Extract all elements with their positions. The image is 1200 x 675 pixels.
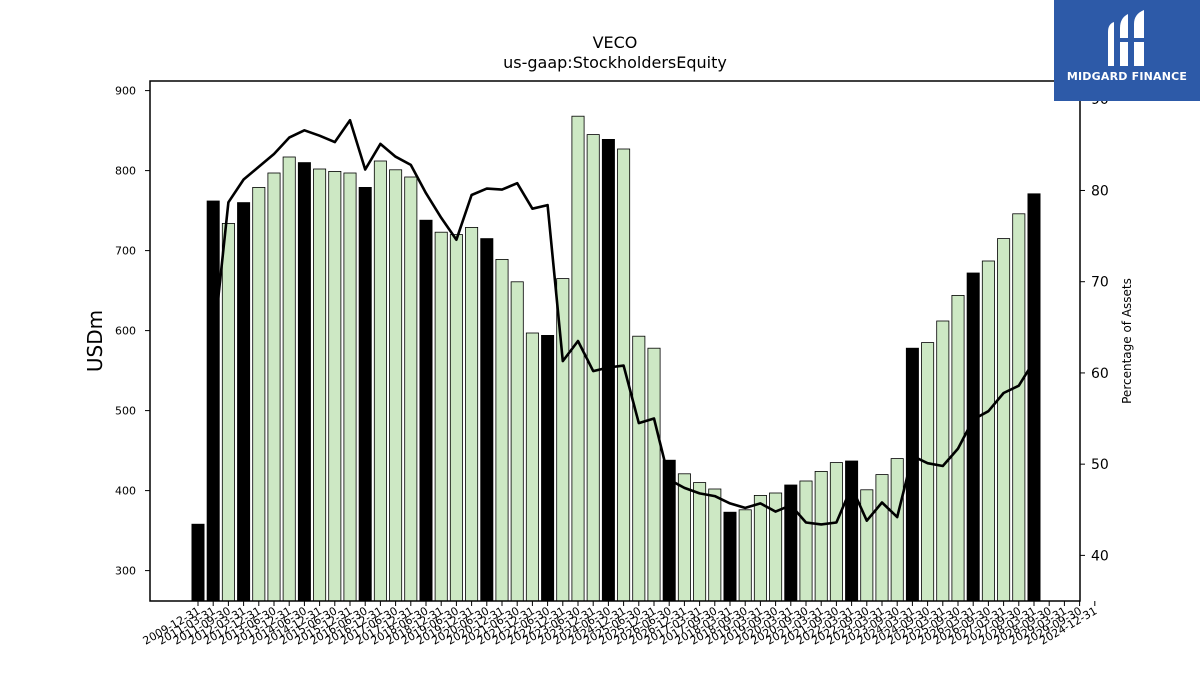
bar: [237, 202, 251, 602]
bar: [267, 172, 281, 602]
bar: [799, 480, 813, 602]
bar: [358, 186, 372, 602]
bar: [845, 460, 859, 602]
bar: [297, 162, 311, 602]
bar: [541, 334, 555, 602]
y-tick-label: 900: [115, 85, 136, 98]
logo-text: MIDGARD FINANCE: [1066, 70, 1188, 83]
y-axis-label: USDm: [83, 310, 107, 372]
equity-pct-line: [211, 118, 1036, 526]
bar: [434, 231, 448, 602]
bar: [465, 226, 479, 602]
bar: [997, 238, 1011, 602]
x-axis: 2009-12-312011-03-312011-09-302012-03-31…: [141, 601, 1099, 648]
bar: [313, 168, 327, 602]
bar: [525, 332, 539, 602]
bar: [1027, 193, 1041, 602]
bar-group: [191, 115, 1041, 602]
y2-tick-label: 70: [1091, 275, 1109, 291]
y-tick-label: 400: [115, 485, 136, 498]
bar: [784, 484, 798, 602]
y-tick-label: 300: [115, 565, 136, 578]
y-tick-label: 500: [115, 405, 136, 418]
bar: [1012, 213, 1026, 602]
bar: [723, 511, 737, 602]
y-tick-label: 600: [115, 325, 136, 338]
bar: [282, 156, 296, 602]
bar: [419, 219, 433, 602]
brand-logo: MIDGARD FINANCE: [1054, 0, 1200, 101]
bar: [693, 482, 707, 602]
chart-subtitle: us-gaap:StockholdersEquity: [503, 53, 727, 72]
bar: [860, 489, 874, 602]
bar: [449, 234, 463, 602]
bar: [510, 281, 524, 602]
bar: [875, 474, 889, 602]
y2-tick-label: 80: [1091, 183, 1109, 199]
bar: [191, 523, 205, 602]
bar: [586, 134, 600, 602]
y2-tick-label: 40: [1091, 548, 1109, 564]
bar: [677, 473, 691, 602]
bar: [708, 488, 722, 602]
y2-tick-label: 60: [1091, 366, 1109, 382]
y-tick-label: 800: [115, 165, 136, 178]
bar: [738, 509, 752, 602]
y2-tick-label: 50: [1091, 457, 1109, 473]
bar: [814, 470, 828, 602]
bar: [221, 222, 235, 602]
bar: [495, 258, 509, 602]
bar: [890, 458, 904, 602]
bar: [632, 335, 646, 602]
left-y-axis: 300 400 500 600 700 800 900: [115, 85, 150, 578]
plot-frame: [149, 80, 1081, 602]
line-layer: [211, 118, 1036, 526]
bar: [328, 170, 342, 602]
bar: [343, 172, 357, 602]
bar: [373, 160, 387, 602]
right-y-axis: 405060708090: [1080, 92, 1109, 564]
bar: [252, 186, 266, 602]
chart-title: VECO: [593, 33, 638, 52]
bar: [981, 260, 995, 602]
bar: [404, 176, 418, 602]
bar: [480, 238, 494, 602]
bar: [206, 200, 220, 602]
bar: [753, 494, 767, 602]
bar: [571, 115, 585, 602]
bar: [829, 462, 843, 602]
bar: [647, 347, 661, 602]
bar: [921, 342, 935, 602]
y2-axis-label: Percentage of Assets: [1120, 278, 1134, 404]
midgard-logo-icon: [1108, 10, 1144, 66]
bar: [617, 148, 631, 602]
bar: [966, 272, 980, 602]
bar: [601, 138, 615, 602]
bar: [389, 169, 403, 602]
y-tick-label: 700: [115, 245, 136, 258]
